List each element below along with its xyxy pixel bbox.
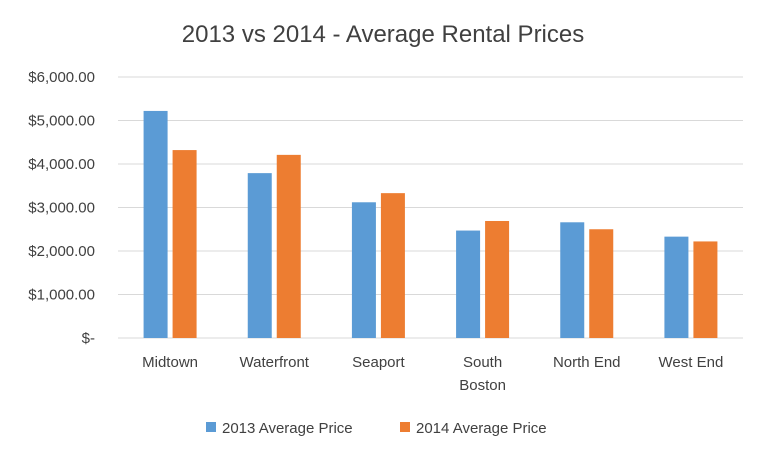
bar <box>456 230 481 338</box>
legend: 2013 Average Price 2014 Average Price <box>206 420 547 437</box>
y-tick-label: $4,000.00 <box>28 156 95 173</box>
legend-swatch <box>206 422 216 432</box>
x-category-label: North End <box>553 354 621 371</box>
bar <box>693 241 718 338</box>
bar <box>589 229 614 338</box>
bar <box>664 236 689 338</box>
bar <box>172 150 197 338</box>
y-tick-label: $5,000.00 <box>28 113 95 130</box>
x-category-label: Seaport <box>352 354 405 371</box>
bar <box>143 110 168 339</box>
chart-title: 2013 vs 2014 - Average Rental Prices <box>182 21 584 48</box>
legend-swatch <box>400 422 410 432</box>
bar <box>485 220 510 338</box>
y-axis-ticks: $- $1,000.00 $2,000.00 $3,000.00 $4,000.00 $5… <box>28 69 95 347</box>
x-category-label: South <box>463 354 502 371</box>
bar <box>351 202 376 338</box>
legend-label: 2013 Average Price <box>222 420 353 437</box>
x-category-label: Boston <box>459 377 506 394</box>
bar <box>560 222 585 338</box>
x-category-label: Waterfront <box>240 354 310 371</box>
x-category-label: Midtown <box>142 354 198 371</box>
x-category-label: West End <box>659 354 724 371</box>
y-tick-label: $- <box>82 330 95 347</box>
bar <box>276 154 301 338</box>
y-tick-label: $6,000.00 <box>28 69 95 86</box>
y-tick-label: $3,000.00 <box>28 200 95 217</box>
gridlines <box>118 76 743 339</box>
bar <box>247 173 272 338</box>
y-tick-label: $2,000.00 <box>28 243 95 260</box>
bars <box>143 110 718 339</box>
y-tick-label: $1,000.00 <box>28 287 95 304</box>
x-axis-categories: Midtown Waterfront Seaport South Boston North… <box>142 354 723 394</box>
bar <box>380 193 405 338</box>
legend-label: 2014 Average Price <box>416 420 547 437</box>
